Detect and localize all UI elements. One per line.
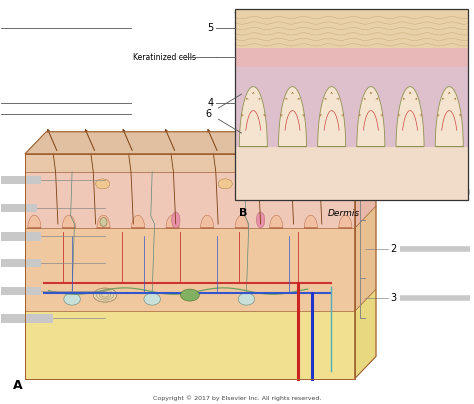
- Text: Dermis: Dermis: [328, 209, 360, 218]
- Text: 4: 4: [207, 98, 213, 107]
- Ellipse shape: [218, 179, 232, 189]
- Ellipse shape: [144, 293, 160, 305]
- Bar: [25, 228, 355, 311]
- Text: B: B: [239, 208, 248, 218]
- Polygon shape: [63, 215, 75, 228]
- Bar: [1, 175, 41, 184]
- Polygon shape: [279, 86, 307, 147]
- Bar: [235, 9, 468, 200]
- Polygon shape: [239, 86, 267, 147]
- Text: 3: 3: [390, 293, 396, 303]
- Ellipse shape: [238, 293, 255, 305]
- Polygon shape: [304, 215, 318, 228]
- Polygon shape: [166, 215, 179, 228]
- Polygon shape: [97, 215, 110, 228]
- Polygon shape: [435, 86, 463, 147]
- Polygon shape: [235, 215, 248, 228]
- Polygon shape: [355, 289, 376, 379]
- Polygon shape: [28, 215, 41, 228]
- Ellipse shape: [64, 293, 80, 305]
- Bar: [235, 147, 468, 200]
- Polygon shape: [355, 206, 376, 311]
- Ellipse shape: [93, 288, 117, 302]
- Polygon shape: [131, 215, 145, 228]
- Ellipse shape: [293, 179, 308, 189]
- Bar: [25, 172, 355, 228]
- Text: A: A: [13, 379, 23, 391]
- Ellipse shape: [181, 289, 199, 301]
- Text: 5: 5: [207, 23, 213, 34]
- Polygon shape: [201, 215, 214, 228]
- Ellipse shape: [172, 212, 180, 228]
- Ellipse shape: [256, 212, 265, 228]
- Bar: [235, 9, 468, 48]
- Bar: [1, 259, 41, 267]
- Text: Keratinized cells: Keratinized cells: [133, 53, 196, 61]
- Bar: [25, 154, 355, 172]
- Bar: [235, 9, 468, 200]
- Polygon shape: [270, 215, 283, 228]
- Text: 1: 1: [390, 187, 396, 197]
- Text: Copyright © 2017 by Elsevier Inc. All rights reserved.: Copyright © 2017 by Elsevier Inc. All ri…: [153, 395, 321, 401]
- Bar: [25, 311, 355, 379]
- Polygon shape: [396, 86, 424, 147]
- Polygon shape: [339, 215, 352, 228]
- Polygon shape: [355, 150, 376, 228]
- Polygon shape: [318, 86, 346, 147]
- Bar: [1, 314, 53, 323]
- Ellipse shape: [96, 179, 110, 189]
- Text: 6: 6: [205, 109, 211, 119]
- Bar: [235, 48, 468, 67]
- Polygon shape: [25, 132, 376, 154]
- Text: 2: 2: [390, 244, 396, 254]
- Bar: [235, 67, 468, 147]
- Bar: [1, 204, 36, 213]
- Polygon shape: [357, 86, 385, 147]
- Ellipse shape: [100, 218, 107, 226]
- Bar: [251, 100, 298, 172]
- Bar: [1, 231, 41, 240]
- Bar: [1, 287, 41, 295]
